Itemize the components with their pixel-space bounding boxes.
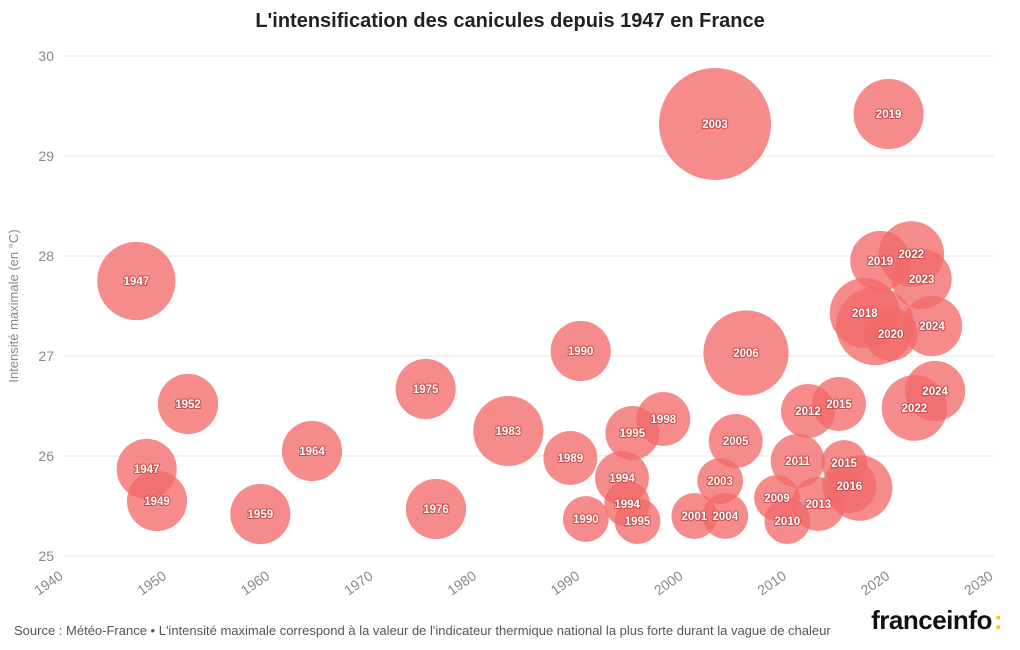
- xtick-label: 1980: [444, 567, 479, 598]
- bubble-label: 1990: [568, 346, 594, 358]
- xtick-label: 2030: [961, 567, 996, 598]
- xtick-label: 2010: [754, 567, 789, 598]
- bubble-label: 1989: [558, 453, 584, 465]
- bubble-label: 2003: [707, 476, 733, 488]
- bubble-label: 2018: [852, 308, 878, 320]
- bubble-label: 2022: [902, 403, 928, 415]
- bubble-label: 2001: [682, 511, 708, 523]
- ytick-label: 28: [38, 248, 54, 264]
- xtick-label: 2000: [651, 567, 686, 598]
- xtick-label: 1970: [341, 567, 376, 598]
- bubble-label: 2016: [837, 481, 863, 493]
- bubble-label: 1994: [614, 499, 640, 511]
- bubble-label: 2024: [922, 386, 948, 398]
- bubble-label: 2015: [831, 458, 857, 470]
- bubble-label: 1990: [573, 514, 599, 526]
- bubble-label: 2013: [806, 499, 832, 511]
- bubble-label: 1952: [175, 399, 201, 411]
- ytick-label: 26: [38, 448, 54, 464]
- bubble-label: 1998: [651, 414, 677, 426]
- bubble-label: 2020: [878, 329, 904, 341]
- bubble-label: 1994: [609, 473, 635, 485]
- bubble-label: 2005: [723, 436, 749, 448]
- brand-logo: franceinfo:: [871, 605, 1002, 636]
- xtick-label: 1960: [238, 567, 273, 598]
- bubble-label: 2015: [826, 399, 852, 411]
- ytick-label: 25: [38, 548, 54, 564]
- bubble-label: 2004: [713, 511, 739, 523]
- bubble-label: 1995: [625, 516, 651, 528]
- bubble-label: 2003: [702, 119, 728, 131]
- bubble-label: 1975: [413, 384, 439, 396]
- brand-text: franceinfo: [871, 605, 992, 635]
- xtick-label: 1940: [31, 567, 66, 598]
- y-axis-label: Intensité maximale (en °C): [6, 229, 21, 382]
- bubble-label: 2012: [795, 406, 821, 418]
- source-caption: Source : Météo-France • L'intensité maxi…: [14, 622, 840, 640]
- bubble-label: 2009: [764, 493, 790, 505]
- bubble-label: 2023: [909, 274, 935, 286]
- bubble-label: 1983: [496, 426, 522, 438]
- bubble-chart: 25 26 27 28 29 30 1940 1950 1960 1970 1980 1990 2000…: [0, 0, 1020, 650]
- bubble-label: 1947: [134, 464, 160, 476]
- brand-accent-icon: :: [994, 605, 1002, 636]
- xtick-label: 2020: [858, 567, 893, 598]
- ytick-label: 27: [38, 348, 54, 364]
- bubble-label: 1959: [248, 509, 274, 521]
- bubble-label: 1949: [144, 496, 170, 508]
- bubble-label: 1995: [620, 428, 646, 440]
- bubble-label: 2010: [775, 516, 801, 528]
- xtick-label: 1950: [134, 567, 169, 598]
- bubble-label: 1976: [423, 504, 449, 516]
- ytick-label: 30: [38, 48, 54, 64]
- bubble-label: 1947: [124, 276, 150, 288]
- chart-container: L'intensification des canicules depuis 1…: [0, 0, 1020, 650]
- bubble-label: 1964: [299, 446, 325, 458]
- bubble-label: 2022: [899, 249, 925, 261]
- bubble-label: 2006: [733, 348, 759, 360]
- bubble-label: 2019: [868, 256, 894, 268]
- xtick-label: 1990: [548, 567, 583, 598]
- ytick-label: 29: [38, 148, 54, 164]
- bubble-label: 2011: [785, 456, 811, 468]
- bubble-label: 2024: [919, 321, 945, 333]
- bubble-label: 2019: [876, 109, 902, 121]
